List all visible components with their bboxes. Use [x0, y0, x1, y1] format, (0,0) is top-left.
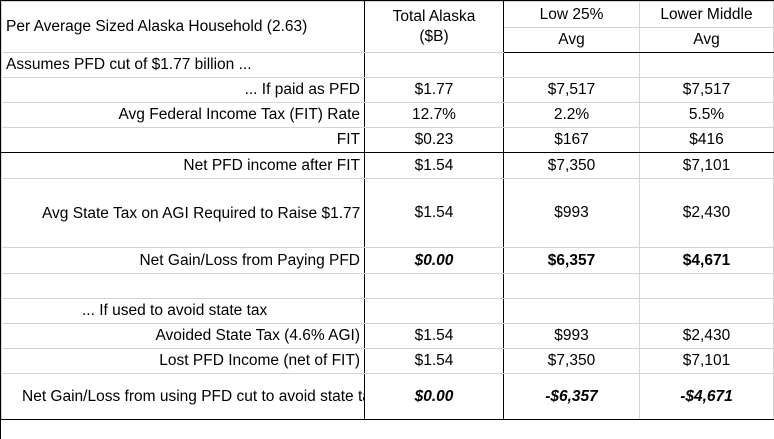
cell-lowmid: $7,101 [639, 152, 774, 179]
cell-total [364, 298, 504, 324]
cell-lowmid: -$4,671 [639, 373, 774, 420]
table-row: Net Gain/Loss from using PFD cut to avoi… [1, 373, 774, 420]
cell-lowmid [639, 298, 774, 324]
table-row: Avg State Tax on AGI Required to Raise $… [1, 178, 774, 248]
row-label: Net Gain/Loss from using PFD cut to avoi… [1, 373, 365, 420]
table-row: FIT $0.23 $167 $416 [1, 127, 774, 153]
header-total: Total Alaska ($B) [364, 1, 504, 53]
row-label: Net PFD income after FIT [1, 152, 365, 179]
row-label: FIT [1, 127, 365, 153]
cell-lowmid: 5.5% [639, 102, 774, 128]
cell-total: $1.54 [364, 323, 504, 349]
header-lowmid-sub: Avg [639, 27, 774, 53]
cell-lowmid: $4,671 [639, 247, 774, 274]
table-row [1, 273, 774, 299]
table-row: ... If paid as PFD $1.77 $7,517 $7,517 [1, 77, 774, 103]
cell-low25: -$6,357 [503, 373, 640, 420]
row-label: Assumes PFD cut of $1.77 billion ... [1, 52, 365, 78]
table-row: Avoided State Tax (4.6% AGI) $1.54 $993 … [1, 323, 774, 349]
cell-total [364, 273, 504, 299]
row-label: Net Gain/Loss from Paying PFD [1, 247, 365, 274]
cell-lowmid: $7,517 [639, 77, 774, 103]
cell-lowmid [639, 52, 774, 78]
cell-total: $0.00 [364, 373, 504, 420]
row-label: Avg Federal Income Tax (FIT) Rate [1, 102, 365, 128]
row-label: Lost PFD Income (net of FIT) [1, 348, 365, 374]
table-row: ... If used to avoid state tax [1, 298, 774, 324]
table-row: Avg Federal Income Tax (FIT) Rate 12.7% … [1, 102, 774, 128]
cell-low25: $167 [503, 127, 640, 153]
row-label: Avg State Tax on AGI Required to Raise $… [1, 178, 365, 248]
cell-total [364, 52, 504, 78]
table-row: Net PFD income after FIT $1.54 $7,350 $7… [1, 152, 774, 179]
row-label: ... If used to avoid state tax [1, 298, 365, 324]
header-total-line1: Total Alaska [392, 8, 476, 25]
table-row: Assumes PFD cut of $1.77 billion ... [1, 52, 774, 78]
cell-total: 12.7% [364, 102, 504, 128]
cell-lowmid: $416 [639, 127, 774, 153]
cell-low25: $7,517 [503, 77, 640, 103]
row-label [1, 273, 365, 299]
table-row: Lost PFD Income (net of FIT) $1.54 $7,35… [1, 348, 774, 374]
cell-low25 [503, 298, 640, 324]
cell-total: $1.54 [364, 348, 504, 374]
header-low25: Low 25% [503, 1, 640, 28]
cell-lowmid [639, 273, 774, 299]
cell-total: $1.54 [364, 152, 504, 179]
cell-low25: 2.2% [503, 102, 640, 128]
cell-total: $0.00 [364, 247, 504, 274]
header-total-line2: ($B) [419, 28, 449, 45]
header-lowmid: Lower Middle [639, 1, 774, 28]
cell-low25: $993 [503, 323, 640, 349]
table-row: Net Gain/Loss from Paying PFD $0.00 $6,3… [1, 247, 774, 274]
cell-lowmid: $2,430 [639, 178, 774, 248]
cell-lowmid: $7,101 [639, 348, 774, 374]
cell-low25 [503, 52, 640, 78]
cell-total: $1.54 [364, 178, 504, 248]
cell-low25: $7,350 [503, 152, 640, 179]
header-title: Per Average Sized Alaska Household (2.63… [1, 1, 365, 53]
header-low25-sub: Avg [503, 27, 640, 53]
cell-total: $0.23 [364, 127, 504, 153]
pfd-table: Per Average Sized Alaska Household (2.63… [1, 1, 774, 420]
cell-lowmid: $2,430 [639, 323, 774, 349]
row-label: Avoided State Tax (4.6% AGI) [1, 323, 365, 349]
cell-low25: $7,350 [503, 348, 640, 374]
cell-total: $1.77 [364, 77, 504, 103]
row-label: ... If paid as PFD [1, 77, 365, 103]
cell-low25 [503, 273, 640, 299]
cell-low25: $993 [503, 178, 640, 248]
cell-low25: $6,357 [503, 247, 640, 274]
